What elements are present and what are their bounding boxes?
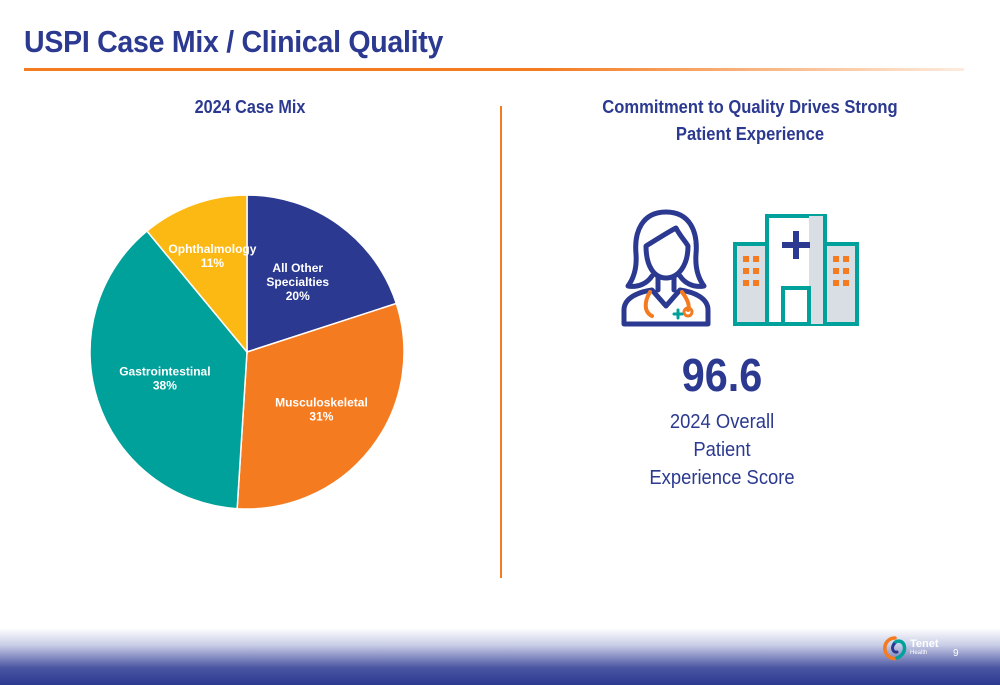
score-label-line2: Patient — [693, 439, 751, 461]
score-label-line1: 2024 Overall — [669, 411, 775, 433]
quality-title-line2: Patient Experience — [675, 124, 825, 144]
slide-title: USPI Case Mix / Clinical Quality — [24, 24, 444, 59]
pie-slice-all-other-specialties — [246, 194, 398, 354]
pie-label-musculoskeletal: Musculoskeletal 31% — [275, 396, 368, 424]
title-underline — [24, 68, 964, 71]
section-divider — [500, 106, 502, 578]
tenet-logo: Tenet Health — [882, 636, 939, 662]
quality-section-title: Commitment to Quality Drives Strong Pati… — [575, 94, 925, 148]
pie-label-gastrointestinal: Gastrointestinal 38% — [119, 365, 210, 393]
doctor-icon — [616, 206, 716, 333]
score-label-line3: Experience Score — [649, 467, 795, 489]
footer-band — [0, 628, 1000, 685]
pie-label-ophthalmology: Ophthalmology 11% — [168, 242, 256, 270]
page-number: 9 — [953, 648, 959, 659]
patient-experience-score: 96.6 — [681, 349, 763, 401]
chart-title: 2024 Case Mix — [194, 97, 306, 117]
pie-slice-gastrointestinal — [89, 229, 248, 510]
case-mix-pie-chart: All Other Specialties 20% Musculoskeletal 31… — [89, 194, 405, 510]
pie-slice-musculoskeletal — [236, 302, 405, 510]
tenet-logo-mark-icon — [883, 636, 907, 661]
quality-title-line1: Commitment to Quality Drives Strong — [602, 97, 898, 117]
pie-slice-ophthalmology — [145, 194, 248, 355]
logo-sub: Health — [910, 650, 928, 656]
hospital-icon — [731, 212, 861, 333]
pie-label-all-other-specialties: All Other Specialties 20% — [266, 261, 329, 303]
score-label: 2024 Overall Patient Experience Score — [630, 408, 814, 492]
logo-name: Tenet — [910, 638, 939, 650]
